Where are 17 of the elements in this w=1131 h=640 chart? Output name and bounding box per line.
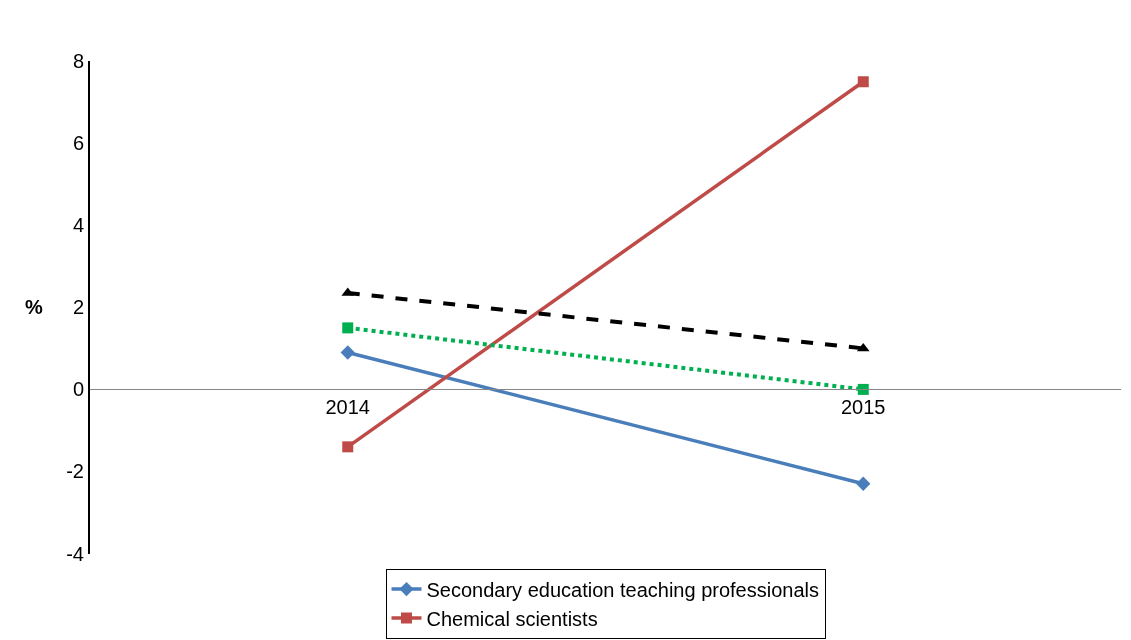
legend-label: Chemical scientists [426, 607, 598, 630]
x-tick-label: 2015 [841, 396, 886, 419]
point [340, 345, 355, 360]
y-axis-title: % [25, 296, 43, 318]
y-tick-label: 4 [72, 214, 84, 237]
y-tick-label: 6 [72, 132, 84, 155]
y-tick-label: 8 [72, 50, 84, 73]
point [857, 76, 869, 88]
legend-label: Secondary education teaching professionals [426, 578, 819, 601]
y-tick-label: 0 [72, 378, 84, 401]
point [342, 322, 354, 334]
y-tick-label: -4 [66, 542, 84, 565]
y-tick-label: -2 [66, 460, 84, 483]
x-tick-label: 2014 [325, 396, 370, 419]
y-tick-label: 2 [72, 296, 84, 319]
point [342, 441, 354, 453]
point [856, 476, 871, 491]
